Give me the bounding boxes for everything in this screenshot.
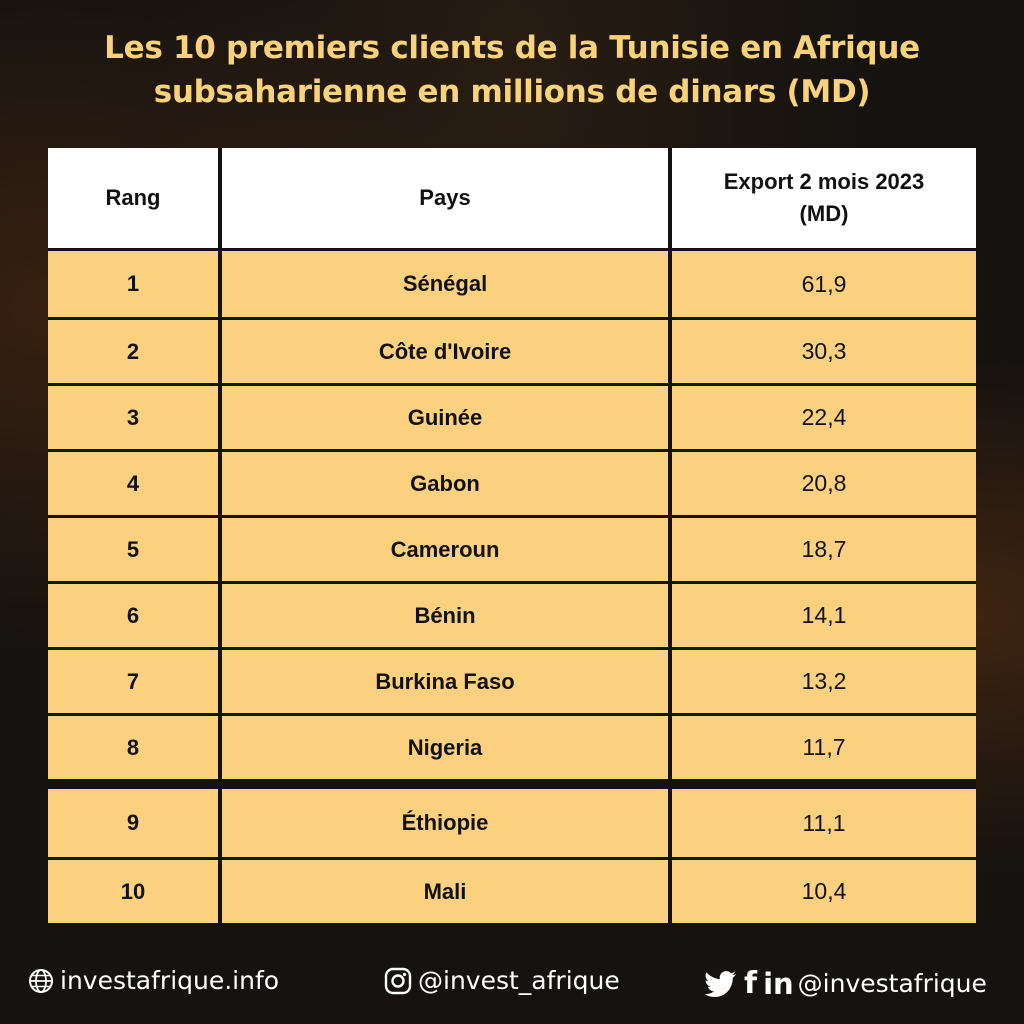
value-cell: 11,7: [672, 716, 976, 779]
table-row: 9 Éthiopie 11,1: [48, 789, 976, 857]
page-title: Les 10 premiers clients de la Tunisie en…: [0, 26, 1024, 114]
country-cell: Nigeria: [222, 716, 668, 779]
country-cell: Sénégal: [222, 251, 668, 317]
rank-cell: 5: [48, 518, 218, 581]
facebook-icon: f: [744, 966, 758, 1001]
social-handle-text: @investafrique: [797, 969, 987, 998]
rank-cell: 1: [48, 251, 218, 317]
country-cell: Mali: [222, 860, 668, 923]
rank-cell: 7: [48, 650, 218, 713]
country-cell: Gabon: [222, 452, 668, 515]
country-cell: Burkina Faso: [222, 650, 668, 713]
title-line-1: Les 10 premiers clients de la Tunisie en…: [104, 30, 920, 66]
value-cell: 11,1: [672, 789, 976, 857]
table-header-row: Rang Pays Export 2 mois 2023 (MD): [48, 148, 976, 248]
table-row: 1 Sénégal 61,9: [48, 251, 976, 317]
value-cell: 13,2: [672, 650, 976, 713]
header-rang: Rang: [48, 148, 218, 248]
instagram-icon: [384, 967, 412, 994]
country-cell: Guinée: [222, 386, 668, 449]
table-row: 7 Burkina Faso 13,2: [48, 650, 976, 713]
table-row: 8 Nigeria 11,7: [48, 716, 976, 779]
country-cell: Éthiopie: [222, 789, 668, 857]
country-cell: Côte d'Ivoire: [222, 320, 668, 383]
rank-cell: 4: [48, 452, 218, 515]
value-cell: 10,4: [672, 860, 976, 923]
header-export: Export 2 mois 2023 (MD): [672, 148, 976, 248]
table-row: 2 Côte d'Ivoire 30,3: [48, 320, 976, 383]
rank-cell: 9: [48, 789, 218, 857]
title-line-2: subsaharienne en millions de dinars (MD): [153, 74, 871, 110]
table-row: 10 Mali 10,4: [48, 860, 976, 923]
footer-instagram[interactable]: @invest_afrique: [384, 966, 620, 995]
value-cell: 22,4: [672, 386, 976, 449]
footer: investafrique.info @invest_afrique f in …: [0, 956, 1024, 1008]
table-row: 6 Bénin 14,1: [48, 584, 976, 647]
twitter-icon: [704, 970, 736, 997]
globe-icon: [29, 968, 53, 993]
value-cell: 61,9: [672, 251, 976, 317]
website-text: investafrique.info: [60, 966, 280, 995]
footer-social[interactable]: f in @investafrique: [704, 966, 987, 1001]
header-export-line-1: Export 2 mois 2023: [723, 169, 925, 194]
header-pays: Pays: [222, 148, 668, 248]
footer-website[interactable]: investafrique.info: [28, 966, 279, 995]
ranking-table: Rang Pays Export 2 mois 2023 (MD) 1 Sénég…: [48, 148, 976, 923]
header-export-line-2: (MD): [799, 201, 849, 226]
table-row: 5 Cameroun 18,7: [48, 518, 976, 581]
table-row: 4 Gabon 20,8: [48, 452, 976, 515]
rank-cell: 6: [48, 584, 218, 647]
table-body: 1 Sénégal 61,9 2 Côte d'Ivoire 30,3 3 Guinée 22,…: [48, 251, 976, 923]
rank-cell: 3: [48, 386, 218, 449]
value-cell: 18,7: [672, 518, 976, 581]
rank-cell: 8: [48, 716, 218, 779]
country-cell: Cameroun: [222, 518, 668, 581]
instagram-text: @invest_afrique: [418, 966, 620, 995]
country-cell: Bénin: [222, 584, 668, 647]
linkedin-icon: in: [763, 966, 794, 1001]
rank-cell: 10: [48, 860, 218, 923]
value-cell: 20,8: [672, 452, 976, 515]
value-cell: 30,3: [672, 320, 976, 383]
rank-cell: 2: [48, 320, 218, 383]
value-cell: 14,1: [672, 584, 976, 647]
table-row: 3 Guinée 22,4: [48, 386, 976, 449]
